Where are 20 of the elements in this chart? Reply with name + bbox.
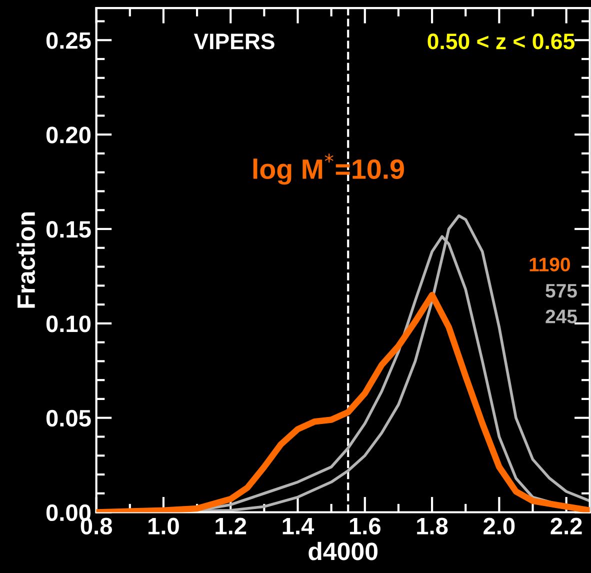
- y-tick-label: 0.05: [46, 410, 91, 427]
- y-tick-label: 0.25: [46, 32, 91, 49]
- y-tick-label: 0.15: [46, 221, 91, 238]
- x-axis-title: d4000: [308, 542, 378, 560]
- annotation: 245: [546, 310, 577, 324]
- y-tick-label: 0.10: [46, 315, 91, 332]
- x-tick-label: 2.0: [484, 518, 515, 534]
- y-tick-label: 0.20: [46, 126, 91, 144]
- annotation: log M$^{*}$=10.9: [253, 154, 404, 185]
- annotation: 575: [546, 284, 577, 298]
- annotation: VIPERS: [194, 34, 274, 50]
- text: 1190: [530, 258, 570, 272]
- x-tick-label: 1.0: [148, 518, 179, 534]
- annotation: 0.50 < z < 0.65: [428, 34, 575, 50]
- x-tick-label: 1.2: [216, 518, 246, 534]
- x-tick-label: 1.4: [282, 518, 314, 534]
- x-tick-label: 1.6: [350, 518, 380, 534]
- y-axis-title: Fraction: [16, 212, 36, 308]
- x-tick-label: 2.2: [550, 518, 582, 534]
- x-tick-label: 1.8: [417, 518, 448, 534]
